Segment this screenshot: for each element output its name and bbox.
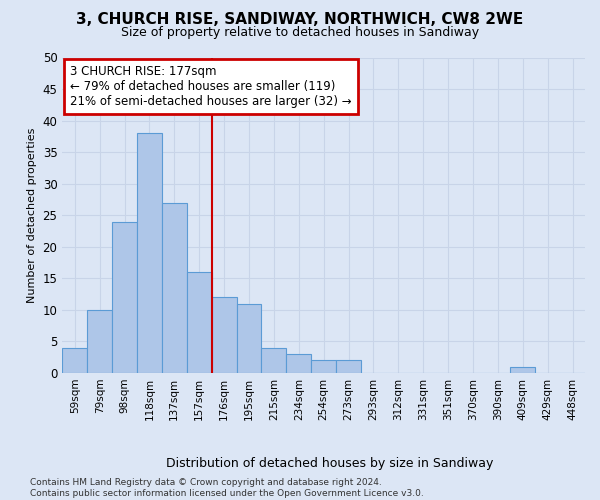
Bar [112,222,137,373]
Bar [212,298,236,373]
Bar [336,360,361,373]
Bar [311,360,336,373]
Bar [236,304,262,373]
Text: 3 CHURCH RISE: 177sqm
← 79% of detached houses are smaller (119)
21% of semi-det: 3 CHURCH RISE: 177sqm ← 79% of detached … [70,66,352,108]
Text: Contains HM Land Registry data © Crown copyright and database right 2024.
Contai: Contains HM Land Registry data © Crown c… [30,478,424,498]
Bar [162,202,187,373]
Text: Distribution of detached houses by size in Sandiway: Distribution of detached houses by size … [166,458,494,470]
Bar [137,133,162,373]
Bar [262,348,286,373]
Text: 3, CHURCH RISE, SANDIWAY, NORTHWICH, CW8 2WE: 3, CHURCH RISE, SANDIWAY, NORTHWICH, CW8… [76,12,524,28]
Bar [286,354,311,373]
Bar [87,310,112,373]
Y-axis label: Number of detached properties: Number of detached properties [27,128,37,303]
Text: Size of property relative to detached houses in Sandiway: Size of property relative to detached ho… [121,26,479,39]
Bar [187,272,212,373]
Bar [511,366,535,373]
Bar [62,348,87,373]
